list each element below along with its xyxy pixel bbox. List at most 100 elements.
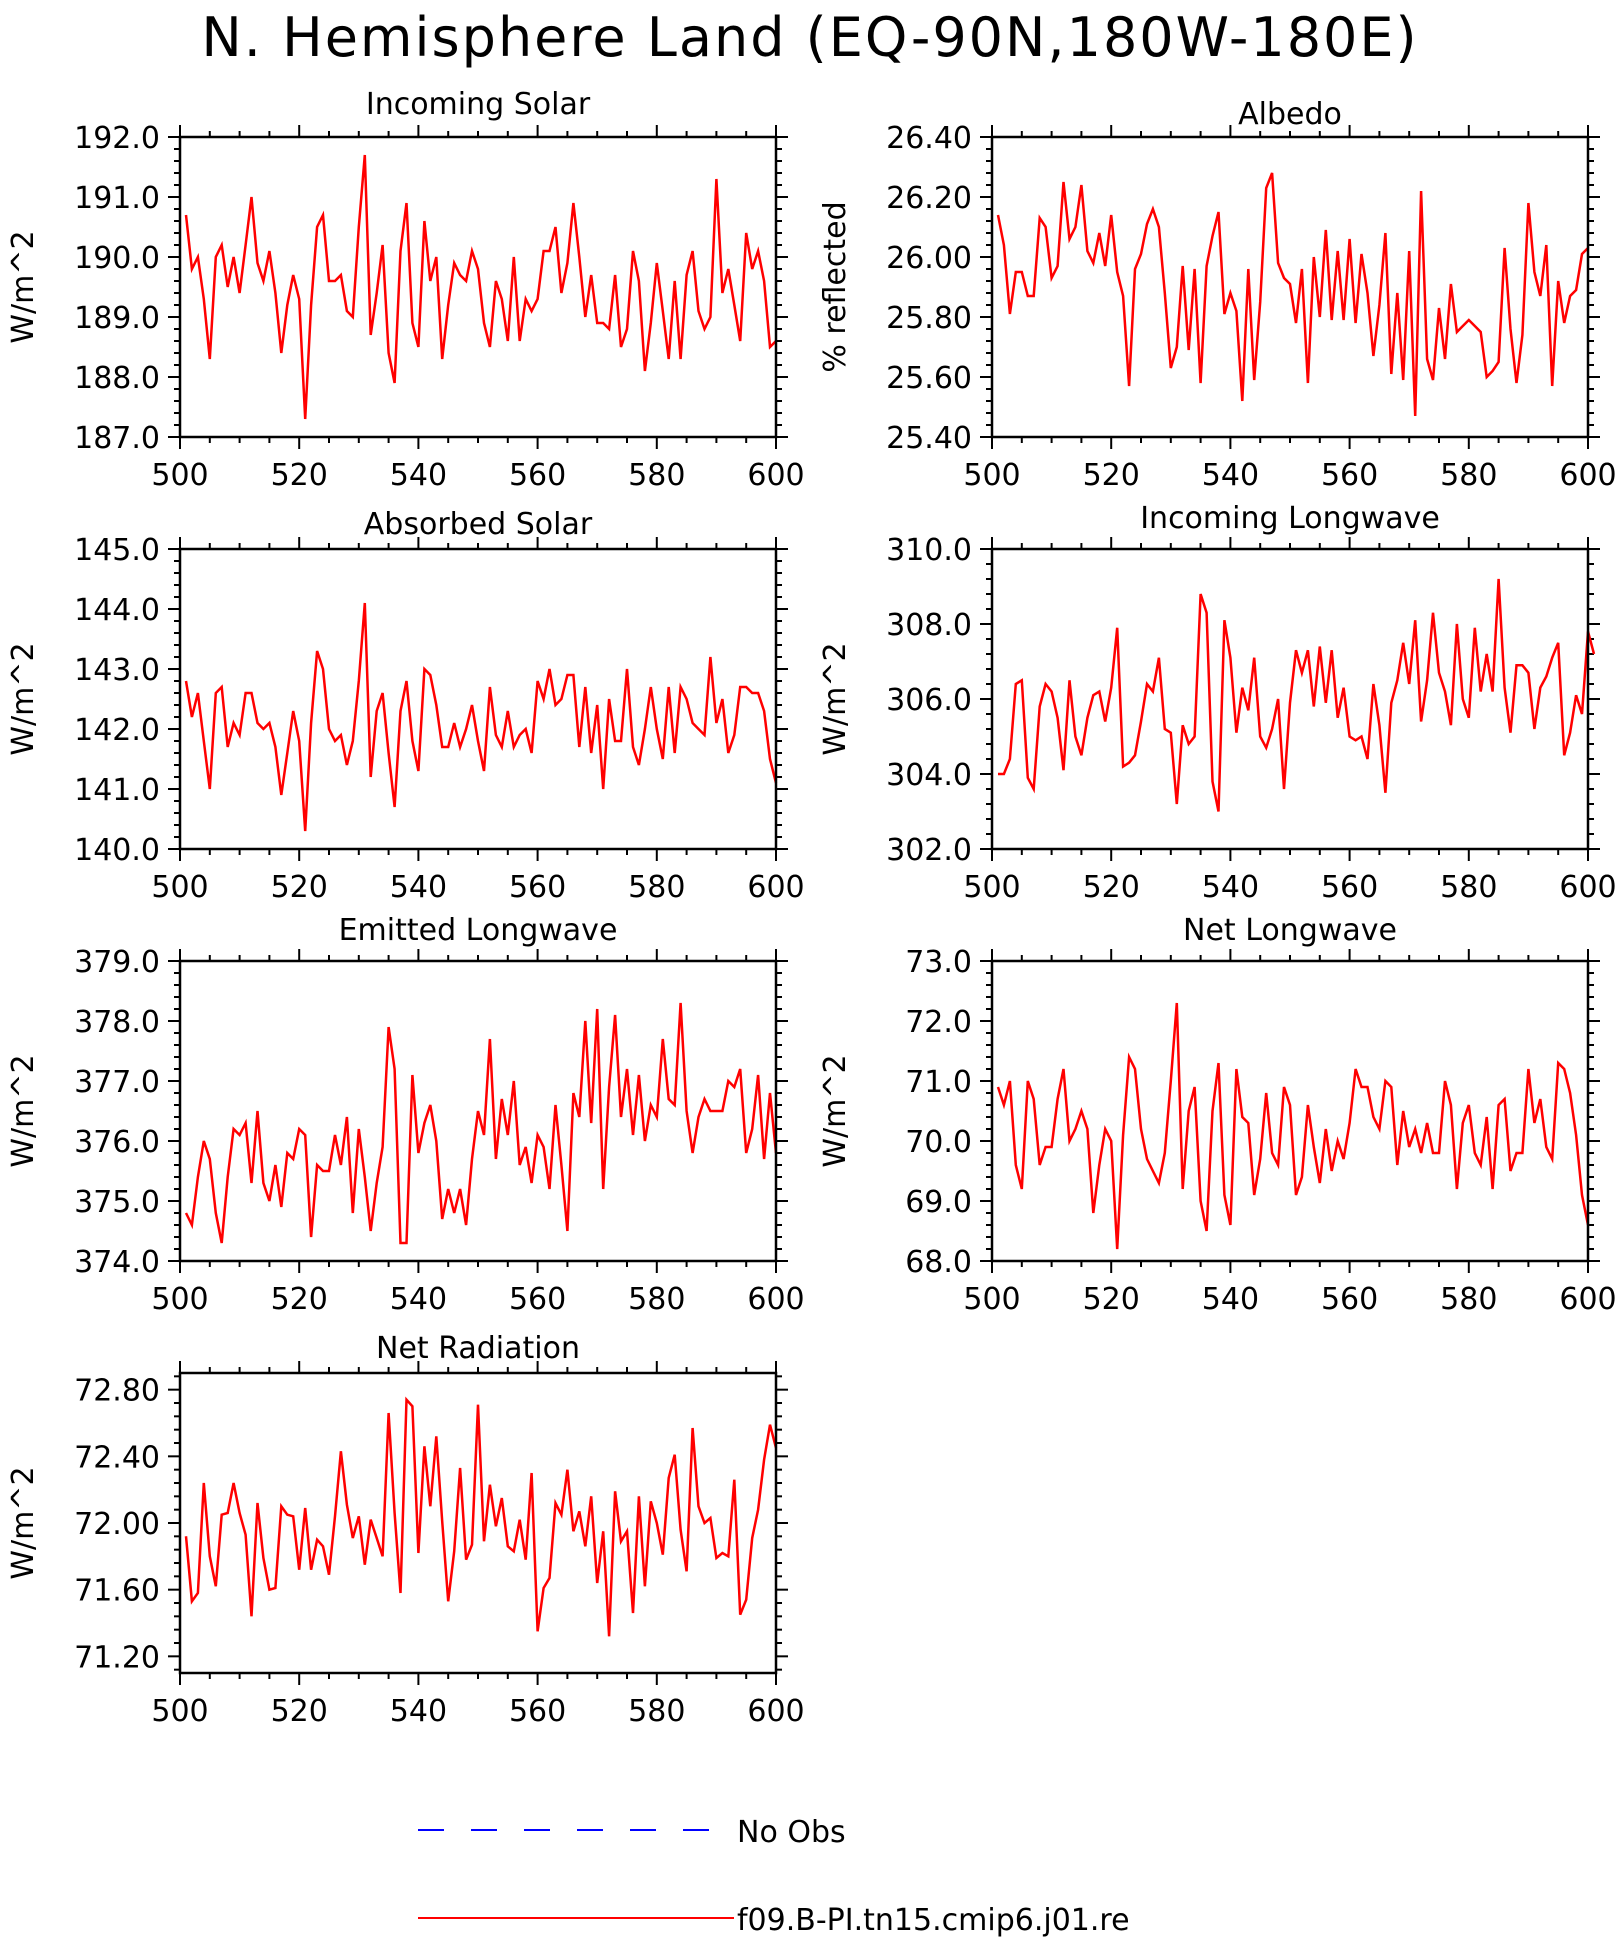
x-tick-label: 520 bbox=[1083, 458, 1140, 493]
y-tick-label: 70.0 bbox=[905, 1125, 972, 1160]
y-tick-label: 142.0 bbox=[74, 713, 160, 748]
x-tick-label: 500 bbox=[963, 1282, 1020, 1317]
x-tick-label: 580 bbox=[628, 1282, 685, 1317]
x-tick-label: 560 bbox=[509, 870, 566, 905]
y-tick-label: 378.0 bbox=[74, 1005, 160, 1040]
x-tick-label: 600 bbox=[747, 458, 804, 493]
x-tick-label: 500 bbox=[151, 1282, 208, 1317]
y-tick-label: 72.40 bbox=[74, 1440, 160, 1475]
x-tick-label: 600 bbox=[747, 1282, 804, 1317]
plot-frame bbox=[178, 135, 778, 439]
y-tick-label: 25.60 bbox=[886, 361, 972, 396]
x-tick-label: 540 bbox=[390, 1694, 447, 1729]
plot-frame bbox=[990, 135, 1590, 439]
y-tick-label: 140.0 bbox=[74, 833, 160, 868]
x-tick-label: 540 bbox=[1202, 458, 1259, 493]
x-tick-label: 600 bbox=[1559, 870, 1616, 905]
panel-title: Net Longwave bbox=[1183, 913, 1397, 948]
y-tick-label: 310.0 bbox=[886, 533, 972, 568]
series-line bbox=[996, 172, 1589, 417]
y-tick-label: 308.0 bbox=[886, 608, 972, 643]
y-tick-label: 191.0 bbox=[74, 181, 160, 216]
y-axis-label: W/m^2 bbox=[818, 1054, 853, 1167]
y-axis-label: W/m^2 bbox=[6, 230, 41, 343]
panel-net-radiation: Net Radiation W/m^2 500 520 540 560 580 600 71.2… bbox=[6, 1331, 805, 1729]
x-tick-label: 580 bbox=[1440, 870, 1497, 905]
y-tick-label: 71.60 bbox=[74, 1574, 160, 1609]
x-tick-label: 520 bbox=[271, 458, 328, 493]
x-tick-label: 540 bbox=[1202, 1282, 1259, 1317]
x-tick-label: 520 bbox=[271, 1282, 328, 1317]
x-tick-label: 560 bbox=[1321, 870, 1378, 905]
y-axis-label: W/m^2 bbox=[818, 642, 853, 755]
plot-frame bbox=[990, 959, 1590, 1263]
panel-absorbed-solar: Absorbed Solar W/m^2 500 520 540 560 580 600 140… bbox=[6, 507, 805, 905]
y-tick-label: 188.0 bbox=[74, 361, 160, 396]
panel-title: Albedo bbox=[1238, 97, 1342, 132]
x-tick-label: 500 bbox=[151, 1694, 208, 1729]
panel-title: Net Radiation bbox=[376, 1331, 580, 1366]
series-line bbox=[184, 154, 777, 420]
y-tick-label: 25.80 bbox=[886, 301, 972, 336]
x-tick-label: 600 bbox=[1559, 458, 1616, 493]
y-tick-label: 374.0 bbox=[74, 1245, 160, 1280]
y-tick-label: 26.20 bbox=[886, 181, 972, 216]
y-tick-label: 73.0 bbox=[905, 945, 972, 980]
series-line bbox=[998, 578, 1596, 812]
x-tick-label: 580 bbox=[1440, 458, 1497, 493]
x-tick-label: 500 bbox=[151, 870, 208, 905]
x-tick-label: 580 bbox=[628, 458, 685, 493]
y-tick-label: 189.0 bbox=[74, 301, 160, 336]
panel-title: Absorbed Solar bbox=[364, 507, 593, 542]
y-tick-label: 72.00 bbox=[74, 1507, 160, 1542]
x-tick-label: 580 bbox=[1440, 1282, 1497, 1317]
panel-net-longwave: Net Longwave W/m^2 500 520 540 560 580 600 68.0 6… bbox=[818, 913, 1617, 1317]
y-tick-label: 190.0 bbox=[74, 241, 160, 276]
series-line bbox=[996, 1002, 1590, 1250]
y-tick-label: 379.0 bbox=[74, 945, 160, 980]
chart-panels: Incoming Solar W/m^2 500 520 540 560 580 600 187… bbox=[6, 87, 1617, 1729]
y-tick-label: 72.80 bbox=[74, 1374, 160, 1409]
x-tick-label: 600 bbox=[747, 870, 804, 905]
x-tick-label: 540 bbox=[390, 870, 447, 905]
legend-model-label: f09.B-PI.tn15.cmip6.j01.re bbox=[737, 1903, 1130, 1938]
y-tick-label: 143.0 bbox=[74, 653, 160, 688]
x-tick-label: 520 bbox=[271, 1694, 328, 1729]
main-title: N. Hemisphere Land (EQ-90N,180W-180E) bbox=[201, 6, 1419, 69]
y-tick-label: 71.20 bbox=[74, 1640, 160, 1675]
panel-title: Emitted Longwave bbox=[339, 913, 618, 948]
x-tick-label: 580 bbox=[628, 870, 685, 905]
y-tick-label: 72.0 bbox=[905, 1005, 972, 1040]
x-tick-label: 520 bbox=[271, 870, 328, 905]
y-axis-label: W/m^2 bbox=[6, 642, 41, 755]
panel-incoming-solar: Incoming Solar W/m^2 500 520 540 560 580 600 187… bbox=[6, 87, 805, 493]
series-line bbox=[184, 1396, 778, 1637]
y-tick-label: 304.0 bbox=[886, 758, 972, 793]
panel-title: Incoming Solar bbox=[366, 87, 591, 122]
series-line bbox=[184, 1002, 778, 1245]
x-tick-label: 500 bbox=[963, 870, 1020, 905]
x-tick-label: 560 bbox=[1321, 1282, 1378, 1317]
y-tick-label: 377.0 bbox=[74, 1065, 160, 1100]
panel-emitted-longwave: Emitted Longwave W/m^2 500 520 540 560 580 600 3… bbox=[6, 913, 805, 1317]
plot-frame bbox=[178, 959, 778, 1263]
panel-incoming-longwave: Incoming Longwave W/m^2 500 520 540 560 580 600… bbox=[818, 501, 1617, 905]
x-tick-label: 500 bbox=[963, 458, 1020, 493]
x-tick-label: 580 bbox=[628, 1694, 685, 1729]
y-tick-label: 306.0 bbox=[886, 683, 972, 718]
x-tick-label: 500 bbox=[151, 458, 208, 493]
y-tick-label: 69.0 bbox=[905, 1185, 972, 1220]
panel-title: Incoming Longwave bbox=[1140, 501, 1440, 536]
x-tick-label: 600 bbox=[1559, 1282, 1616, 1317]
y-tick-label: 192.0 bbox=[74, 121, 160, 156]
y-tick-label: 145.0 bbox=[74, 533, 160, 568]
x-tick-label: 600 bbox=[747, 1694, 804, 1729]
y-tick-label: 141.0 bbox=[74, 773, 160, 808]
x-tick-label: 520 bbox=[1083, 870, 1140, 905]
x-tick-label: 560 bbox=[1321, 458, 1378, 493]
panel-albedo: Albedo % reflected 500 520 540 560 580 600 25.40… bbox=[818, 97, 1617, 493]
y-axis-label: % reflected bbox=[818, 201, 853, 372]
x-tick-label: 540 bbox=[1202, 870, 1259, 905]
y-tick-label: 68.0 bbox=[905, 1245, 972, 1280]
